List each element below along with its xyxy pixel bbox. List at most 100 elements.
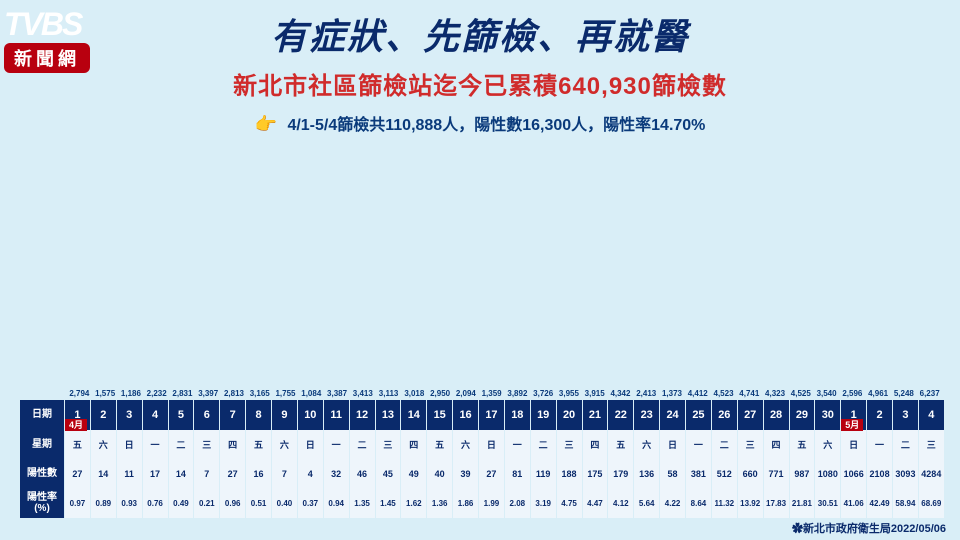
cell-positive: 2108 [867,459,892,489]
cell-date: 28 [764,400,789,430]
bar-value-label: 2,413 [636,389,656,398]
cell-date: 10 [298,400,323,430]
bar-value-label: 3,387 [327,389,347,398]
bar-col: 1,575 [93,389,118,400]
row-weekday: 星期 五六日一二三四五六日一二三四五六日一二三四五六日一二三四五六日一二三 [20,430,944,460]
chart: 2,7941,5751,1862,2322,8313,3972,8133,165… [20,134,944,518]
cell-positive: 46 [350,459,375,489]
cell-weekday: 三 [376,430,401,460]
cell-rate: 1.99 [479,489,504,519]
cell-positive: 49 [401,459,426,489]
bar-col: 2,831 [170,389,195,400]
cell-date: 27 [738,400,763,430]
bar-col: 1,373 [660,389,685,400]
cell-weekday: 五 [65,430,90,460]
pointer-icon: 👉 [255,114,277,134]
bar-value-label: 2,950 [430,389,450,398]
data-table: 日期 14月2345678910111213141516171819202122… [20,400,944,518]
cell-rate: 17.83 [764,489,789,519]
cell-weekday: 六 [272,430,297,460]
cell-positive: 39 [453,459,478,489]
cell-positive: 17 [143,459,168,489]
cell-positive: 987 [790,459,815,489]
cell-date: 4 [919,400,944,430]
cell-positive: 7 [194,459,219,489]
cell-date: 17 [479,400,504,430]
cell-weekday: 六 [634,430,659,460]
cell-weekday: 二 [531,430,556,460]
cell-weekday: 一 [324,430,349,460]
cell-rate: 0.51 [246,489,271,519]
bar-col: 4,342 [608,389,633,400]
cell-positive: 7 [272,459,297,489]
logo-text-top: TVBS [4,6,90,43]
footer-source: ✿新北市政府衛生局2022/05/06 [792,520,946,536]
cell-rate: 42.49 [867,489,892,519]
cell-date: 3 [893,400,918,430]
cell-weekday: 三 [738,430,763,460]
cell-rate: 0.40 [272,489,297,519]
cell-positive: 14 [169,459,194,489]
bar-col: 3,892 [505,389,530,400]
cell-date: 29 [790,400,815,430]
header-date: 日期 [20,400,64,430]
cell-rate: 0.97 [65,489,90,519]
cell-weekday: 三 [194,430,219,460]
bar-col: 3,955 [557,389,582,400]
bar-col: 2,794 [67,389,92,400]
cell-weekday: 四 [401,430,426,460]
cell-date: 23 [634,400,659,430]
cell-date: 11 [324,400,349,430]
bar-col: 4,323 [763,389,788,400]
cell-weekday: 四 [764,430,789,460]
bar-col: 3,018 [402,389,427,400]
bar-value-label: 5,248 [894,389,914,398]
cell-weekday: 日 [117,430,142,460]
tvbs-logo: TVBS 新聞網 [4,6,90,73]
cell-rate: 41.06 [841,489,866,519]
bar-value-label: 2,094 [456,389,476,398]
bar-value-label: 2,831 [172,389,192,398]
cell-weekday: 一 [143,430,168,460]
cell-rate: 0.89 [91,489,116,519]
cell-weekday: 二 [350,430,375,460]
cell-rate: 0.76 [143,489,168,519]
cell-rate: 1.36 [427,489,452,519]
cell-weekday: 二 [712,430,737,460]
header-rate: 陽性率 (%) [20,489,64,519]
bar-col: 3,726 [531,389,556,400]
cell-positive: 27 [220,459,245,489]
subtitle: 新北市社區篩檢站迄今已累積640,930篩檢數 [0,66,960,101]
footer-icon: ✿ [792,523,803,535]
main-title: 有症狀、先篩檢、再就醫 [0,0,960,60]
bar-value-label: 4,323 [765,389,785,398]
bar-value-label: 2,813 [224,389,244,398]
bar-col: 1,084 [299,389,324,400]
bar-area: 2,7941,5751,1862,2322,8313,3972,8133,165… [20,134,944,400]
cell-positive: 179 [608,459,633,489]
month-tag: 5月 [841,419,863,431]
bar-col: 3,915 [582,389,607,400]
bar-col: 3,413 [350,389,375,400]
cell-date: 24 [660,400,685,430]
cell-positive: 81 [505,459,530,489]
bar-value-label: 4,342 [610,389,630,398]
bar-value-label: 1,359 [482,389,502,398]
cell-weekday: 五 [246,430,271,460]
bar-col: 2,950 [428,389,453,400]
bar-col: 4,523 [711,389,736,400]
bar-col: 1,186 [119,389,144,400]
cell-weekday: 日 [841,430,866,460]
cell-positive: 771 [764,459,789,489]
bar-col: 2,232 [144,389,169,400]
bar-value-label: 1,755 [275,389,295,398]
bar-value-label: 4,523 [714,389,734,398]
cell-rate: 13.92 [738,489,763,519]
cell-positive: 188 [557,459,582,489]
bar-col: 4,525 [788,389,813,400]
bar-col: 3,113 [376,389,401,400]
cell-weekday: 三 [919,430,944,460]
bar-value-label: 3,413 [353,389,373,398]
cell-date: 20 [557,400,582,430]
bar-col: 2,813 [222,389,247,400]
